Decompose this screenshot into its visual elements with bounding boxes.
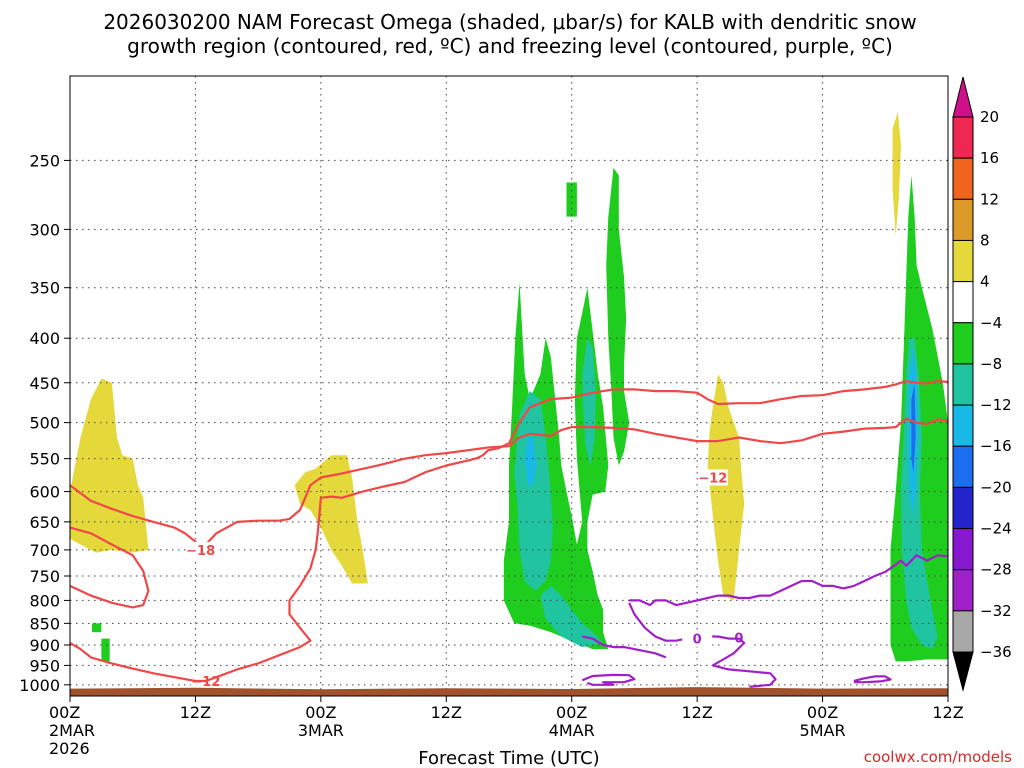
- contour-label: 0: [693, 633, 702, 648]
- colorbar-tick-label: 4: [980, 273, 990, 291]
- x-tick-label: 3MAR: [298, 721, 344, 740]
- contour-line-3: [629, 554, 949, 607]
- colorbar-swatch: [952, 528, 974, 571]
- colorbar-tick-label: −32: [980, 602, 1012, 620]
- colorbar-swatch: [952, 116, 974, 159]
- colorbar-bottom-triangle: [952, 651, 974, 692]
- y-tick-label: 600: [29, 483, 60, 502]
- x-tick-label: 2MAR: [49, 721, 95, 740]
- colorbar-top-triangle: [952, 76, 974, 118]
- colorbar-tick-label: −20: [980, 478, 1012, 496]
- y-tick-label: 750: [29, 567, 60, 586]
- contour-label: −12: [698, 471, 727, 486]
- omega-region-8: [92, 623, 102, 633]
- contour-line-2: [69, 380, 949, 683]
- y-axis-pressure: 250 300 350 400 450 500 550 600 650 700 750 800 850 9…: [19, 151, 70, 695]
- x-tick-label: 12Z: [180, 703, 211, 722]
- colorbar-tick-label: −8: [980, 355, 1002, 373]
- x-axis-label: Forecast Time (UTC): [418, 748, 599, 768]
- y-tick-label: 550: [29, 450, 60, 469]
- omega-region-0: [70, 378, 149, 553]
- colorbar-swatch: [952, 363, 974, 406]
- omega-region-1: [294, 455, 368, 584]
- x-tick-label: 12Z: [932, 703, 963, 722]
- omega-region-5: [606, 167, 630, 466]
- omega-region-9: [101, 638, 110, 662]
- contour-line-4: [628, 602, 777, 688]
- y-tick-label: 450: [29, 374, 60, 393]
- contour-label-bg: [682, 630, 713, 647]
- omega-region-6: [566, 182, 577, 217]
- contour-line-1: [69, 526, 150, 609]
- y-tick-label: 900: [29, 636, 60, 655]
- x-tick-label: 00Z: [49, 703, 80, 722]
- y-tick-label: 650: [29, 513, 60, 532]
- colorbar-tick-label: −36: [980, 643, 1012, 661]
- omega-region-3: [892, 112, 901, 236]
- y-tick-label: 850: [29, 614, 60, 633]
- y-tick-label: 400: [29, 329, 60, 348]
- colorbar-tick-label: 16: [980, 149, 999, 167]
- x-tick-label: 12Z: [681, 703, 712, 722]
- x-tick-label: 5MAR: [800, 721, 846, 740]
- contour-line-7: [853, 675, 892, 684]
- colorbar-tick-label: −4: [980, 314, 1002, 332]
- x-tick-label: 2026: [49, 739, 90, 758]
- colorbar-swatch: [952, 239, 974, 283]
- y-tick-label: 700: [29, 541, 60, 560]
- omega-region-10: [514, 391, 553, 591]
- colorbar-swatch: [952, 486, 974, 530]
- x-tick-label: 4MAR: [549, 721, 595, 740]
- chart-title-line-1: 2026030200 NAM Forecast Omega (shaded, μ…: [103, 10, 916, 34]
- colorbar-tick-label: 20: [980, 108, 999, 126]
- colorbar-tick-label: −16: [980, 437, 1012, 455]
- x-tick-label: 00Z: [305, 703, 336, 722]
- colorbar-tick-label: −24: [980, 520, 1012, 538]
- colorbar-swatch: [952, 404, 974, 447]
- contour-label: −18: [186, 544, 215, 559]
- contour-label-bg: [697, 469, 728, 486]
- omega-region-14: [524, 437, 537, 486]
- y-tick-label: 350: [29, 279, 60, 298]
- colorbar-tick-label: 12: [980, 190, 999, 208]
- x-tick-label: 00Z: [556, 703, 587, 722]
- y-tick-label: 1000: [19, 676, 60, 695]
- colorbar-tick-label: −28: [980, 561, 1012, 579]
- grid-lines: [70, 76, 948, 696]
- omega-colorbar: 20 16 12 8 4 −4 −8 −12 −16 −20 −24 −28 −32 −36: [952, 76, 1012, 692]
- contour-line-5: [581, 635, 667, 659]
- colorbar-tick-label: 8: [980, 231, 990, 249]
- y-tick-label: 500: [29, 414, 60, 433]
- plot-area: [70, 112, 948, 662]
- terrain-ground-fill: [70, 687, 948, 696]
- x-tick-label: 12Z: [431, 703, 462, 722]
- credit-link[interactable]: coolwx.com/models: [864, 748, 1012, 766]
- colorbar-swatch: [952, 281, 974, 324]
- omega-region-2: [707, 374, 745, 601]
- colorbar-swatch: [952, 610, 974, 653]
- y-tick-label: 800: [29, 591, 60, 610]
- omega-region-13: [582, 338, 596, 466]
- colorbar-tick-label: −12: [980, 396, 1012, 414]
- y-tick-label: 250: [29, 151, 60, 170]
- colorbar-swatch: [952, 198, 974, 241]
- contour-label-bg: [185, 541, 216, 558]
- contour-line-6: [581, 673, 636, 686]
- colorbar-swatch: [952, 157, 974, 200]
- omega-region-16: [911, 382, 916, 473]
- colorbar-swatch: [952, 322, 974, 365]
- plot-frame: [69, 75, 949, 697]
- chart-title-line-2: growth region (contoured, red, ºC) and f…: [127, 34, 893, 58]
- colorbar-swatch: [952, 569, 974, 612]
- x-tick-label: 00Z: [807, 703, 838, 722]
- y-tick-label: 950: [29, 656, 60, 675]
- colorbar-swatch: [952, 445, 974, 488]
- y-tick-label: 300: [29, 220, 60, 239]
- terrain-ground: [70, 687, 948, 696]
